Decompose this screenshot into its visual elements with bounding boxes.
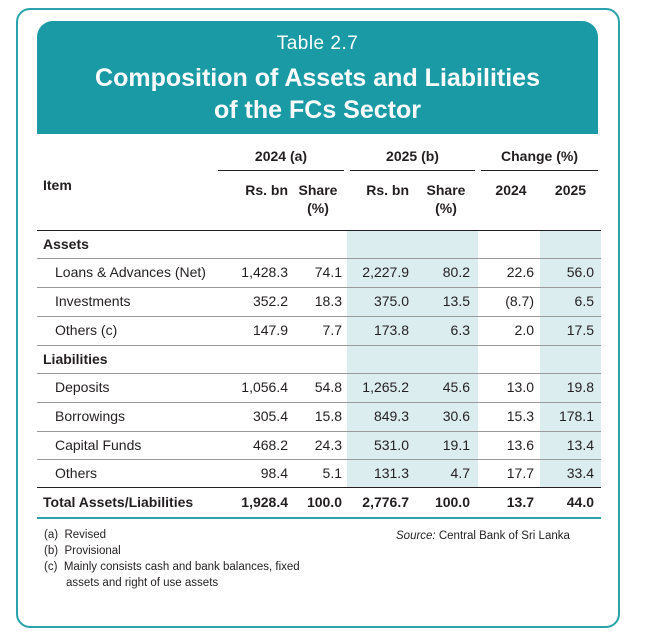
share-2024: 100.0 — [306, 494, 342, 510]
header-bottom-rule — [37, 230, 601, 231]
subheader-rs-bn-2024: Rs. bn — [245, 182, 288, 198]
rs-bn-2024: 1,056.4 — [241, 379, 288, 395]
change-2024: 22.6 — [506, 264, 534, 280]
change-2025: 56.0 — [566, 264, 594, 280]
header-underline-2024 — [218, 170, 344, 171]
section-title-assets: Assets — [43, 236, 89, 252]
subheader-share-2025: Share (%) — [426, 182, 466, 216]
rs-bn-2025: 1,265.2 — [362, 379, 409, 395]
shaded-column-2025 — [347, 231, 478, 487]
rs-bn-2024: 1,928.4 — [241, 494, 288, 510]
change-2024: 13.0 — [506, 379, 534, 395]
item-header: Item — [43, 177, 72, 193]
rs-bn-2024: 98.4 — [260, 465, 288, 481]
row-item: Deposits — [55, 379, 110, 395]
row-item: Investments — [55, 293, 131, 309]
change-2025: 6.5 — [574, 293, 594, 309]
share-2024: 24.3 — [314, 437, 342, 453]
row-divider — [37, 287, 601, 288]
rs-bn-2024: 147.9 — [252, 322, 288, 338]
source-note: Source: Central Bank of Sri Lanka — [396, 530, 570, 542]
row-divider — [37, 402, 601, 403]
rs-bn-2024: 468.2 — [252, 437, 288, 453]
share-2024: 7.7 — [322, 322, 342, 338]
footnote-c-continued: assets and right of use assets — [66, 577, 219, 589]
rs-bn-2024: 1,428.3 — [241, 264, 288, 280]
footnote-b: (b) Provisional — [44, 545, 121, 557]
share-2025: 45.6 — [442, 379, 470, 395]
share-2025: 30.6 — [442, 408, 470, 424]
change-2024: (8.7) — [505, 293, 534, 309]
share-2024: 54.8 — [314, 379, 342, 395]
change-2025: 33.4 — [566, 465, 594, 481]
change-2025: 19.8 — [566, 379, 594, 395]
row-item: Capital Funds — [55, 437, 142, 453]
row-item: Borrowings — [55, 408, 126, 424]
rs-bn-2025: 2,776.7 — [362, 494, 409, 510]
header-underline-change — [481, 170, 598, 171]
table-title-line2: of the FCs Sector — [214, 96, 421, 124]
share-2024: 18.3 — [314, 293, 342, 309]
subheader-rs-bn-2025: Rs. bn — [366, 182, 409, 198]
row-divider — [37, 431, 601, 432]
table-title-line1: Composition of Assets and Liabilities — [95, 64, 540, 92]
rs-bn-2024: 352.2 — [252, 293, 288, 309]
row-divider — [37, 258, 601, 259]
share-2025: 19.1 — [442, 437, 470, 453]
share-2025: 80.2 — [442, 264, 470, 280]
share-2025: 4.7 — [450, 465, 470, 481]
change-2025: 13.4 — [566, 437, 594, 453]
total-bottom-rule — [37, 517, 601, 519]
change-2024: 15.3 — [506, 408, 534, 424]
row-item: Others — [55, 465, 98, 481]
row-item: Others (c) — [55, 322, 118, 338]
row-divider — [37, 373, 601, 374]
change-2025: 44.0 — [566, 494, 594, 510]
row-divider — [37, 459, 601, 460]
table-number: Table 2.7 — [276, 33, 359, 54]
table-banner: Table 2.7 Composition of Assets and Liab… — [37, 21, 598, 134]
share-2024: 5.1 — [322, 465, 342, 481]
rs-bn-2025: 849.3 — [373, 408, 409, 424]
share-2025: 13.5 — [442, 293, 470, 309]
shaded-column-change-2025 — [540, 231, 601, 487]
subheader-change-2025: 2025 — [554, 182, 587, 198]
rs-bn-2025: 173.8 — [373, 322, 409, 338]
change-2024: 2.0 — [514, 322, 534, 338]
rs-bn-2025: 375.0 — [373, 293, 409, 309]
change-2024: 13.6 — [506, 437, 534, 453]
share-2024: 74.1 — [314, 264, 342, 280]
header-change: Change (%) — [501, 148, 578, 164]
footnote-a: (a) Revised — [44, 529, 107, 541]
row-divider — [37, 316, 601, 317]
rs-bn-2025: 2,227.9 — [362, 264, 409, 280]
footnote-c: (c) Mainly consists cash and bank balanc… — [44, 561, 300, 573]
change-2024: 17.7 — [506, 465, 534, 481]
rs-bn-2024: 305.4 — [252, 408, 288, 424]
row-item: Total Assets/Liabilities — [43, 494, 194, 510]
share-2025: 100.0 — [434, 494, 470, 510]
change-2025: 178.1 — [558, 408, 594, 424]
subheader-change-2024: 2024 — [495, 182, 527, 198]
table-frame — [16, 8, 620, 628]
rs-bn-2025: 131.3 — [373, 465, 409, 481]
change-2025: 17.5 — [566, 322, 594, 338]
total-top-rule — [37, 487, 601, 488]
header-2025: 2025 (b) — [386, 148, 439, 164]
row-divider — [37, 345, 601, 346]
subheader-share-2024: Share (%) — [298, 182, 338, 216]
share-2024: 15.8 — [314, 408, 342, 424]
row-item: Loans & Advances (Net) — [55, 264, 206, 280]
header-underline-2025 — [350, 170, 475, 171]
change-2024: 13.7 — [506, 494, 534, 510]
share-2025: 6.3 — [450, 322, 470, 338]
rs-bn-2025: 531.0 — [373, 437, 409, 453]
header-2024: 2024 (a) — [254, 148, 308, 164]
section-title-liabilities: Liabilities — [43, 351, 108, 367]
